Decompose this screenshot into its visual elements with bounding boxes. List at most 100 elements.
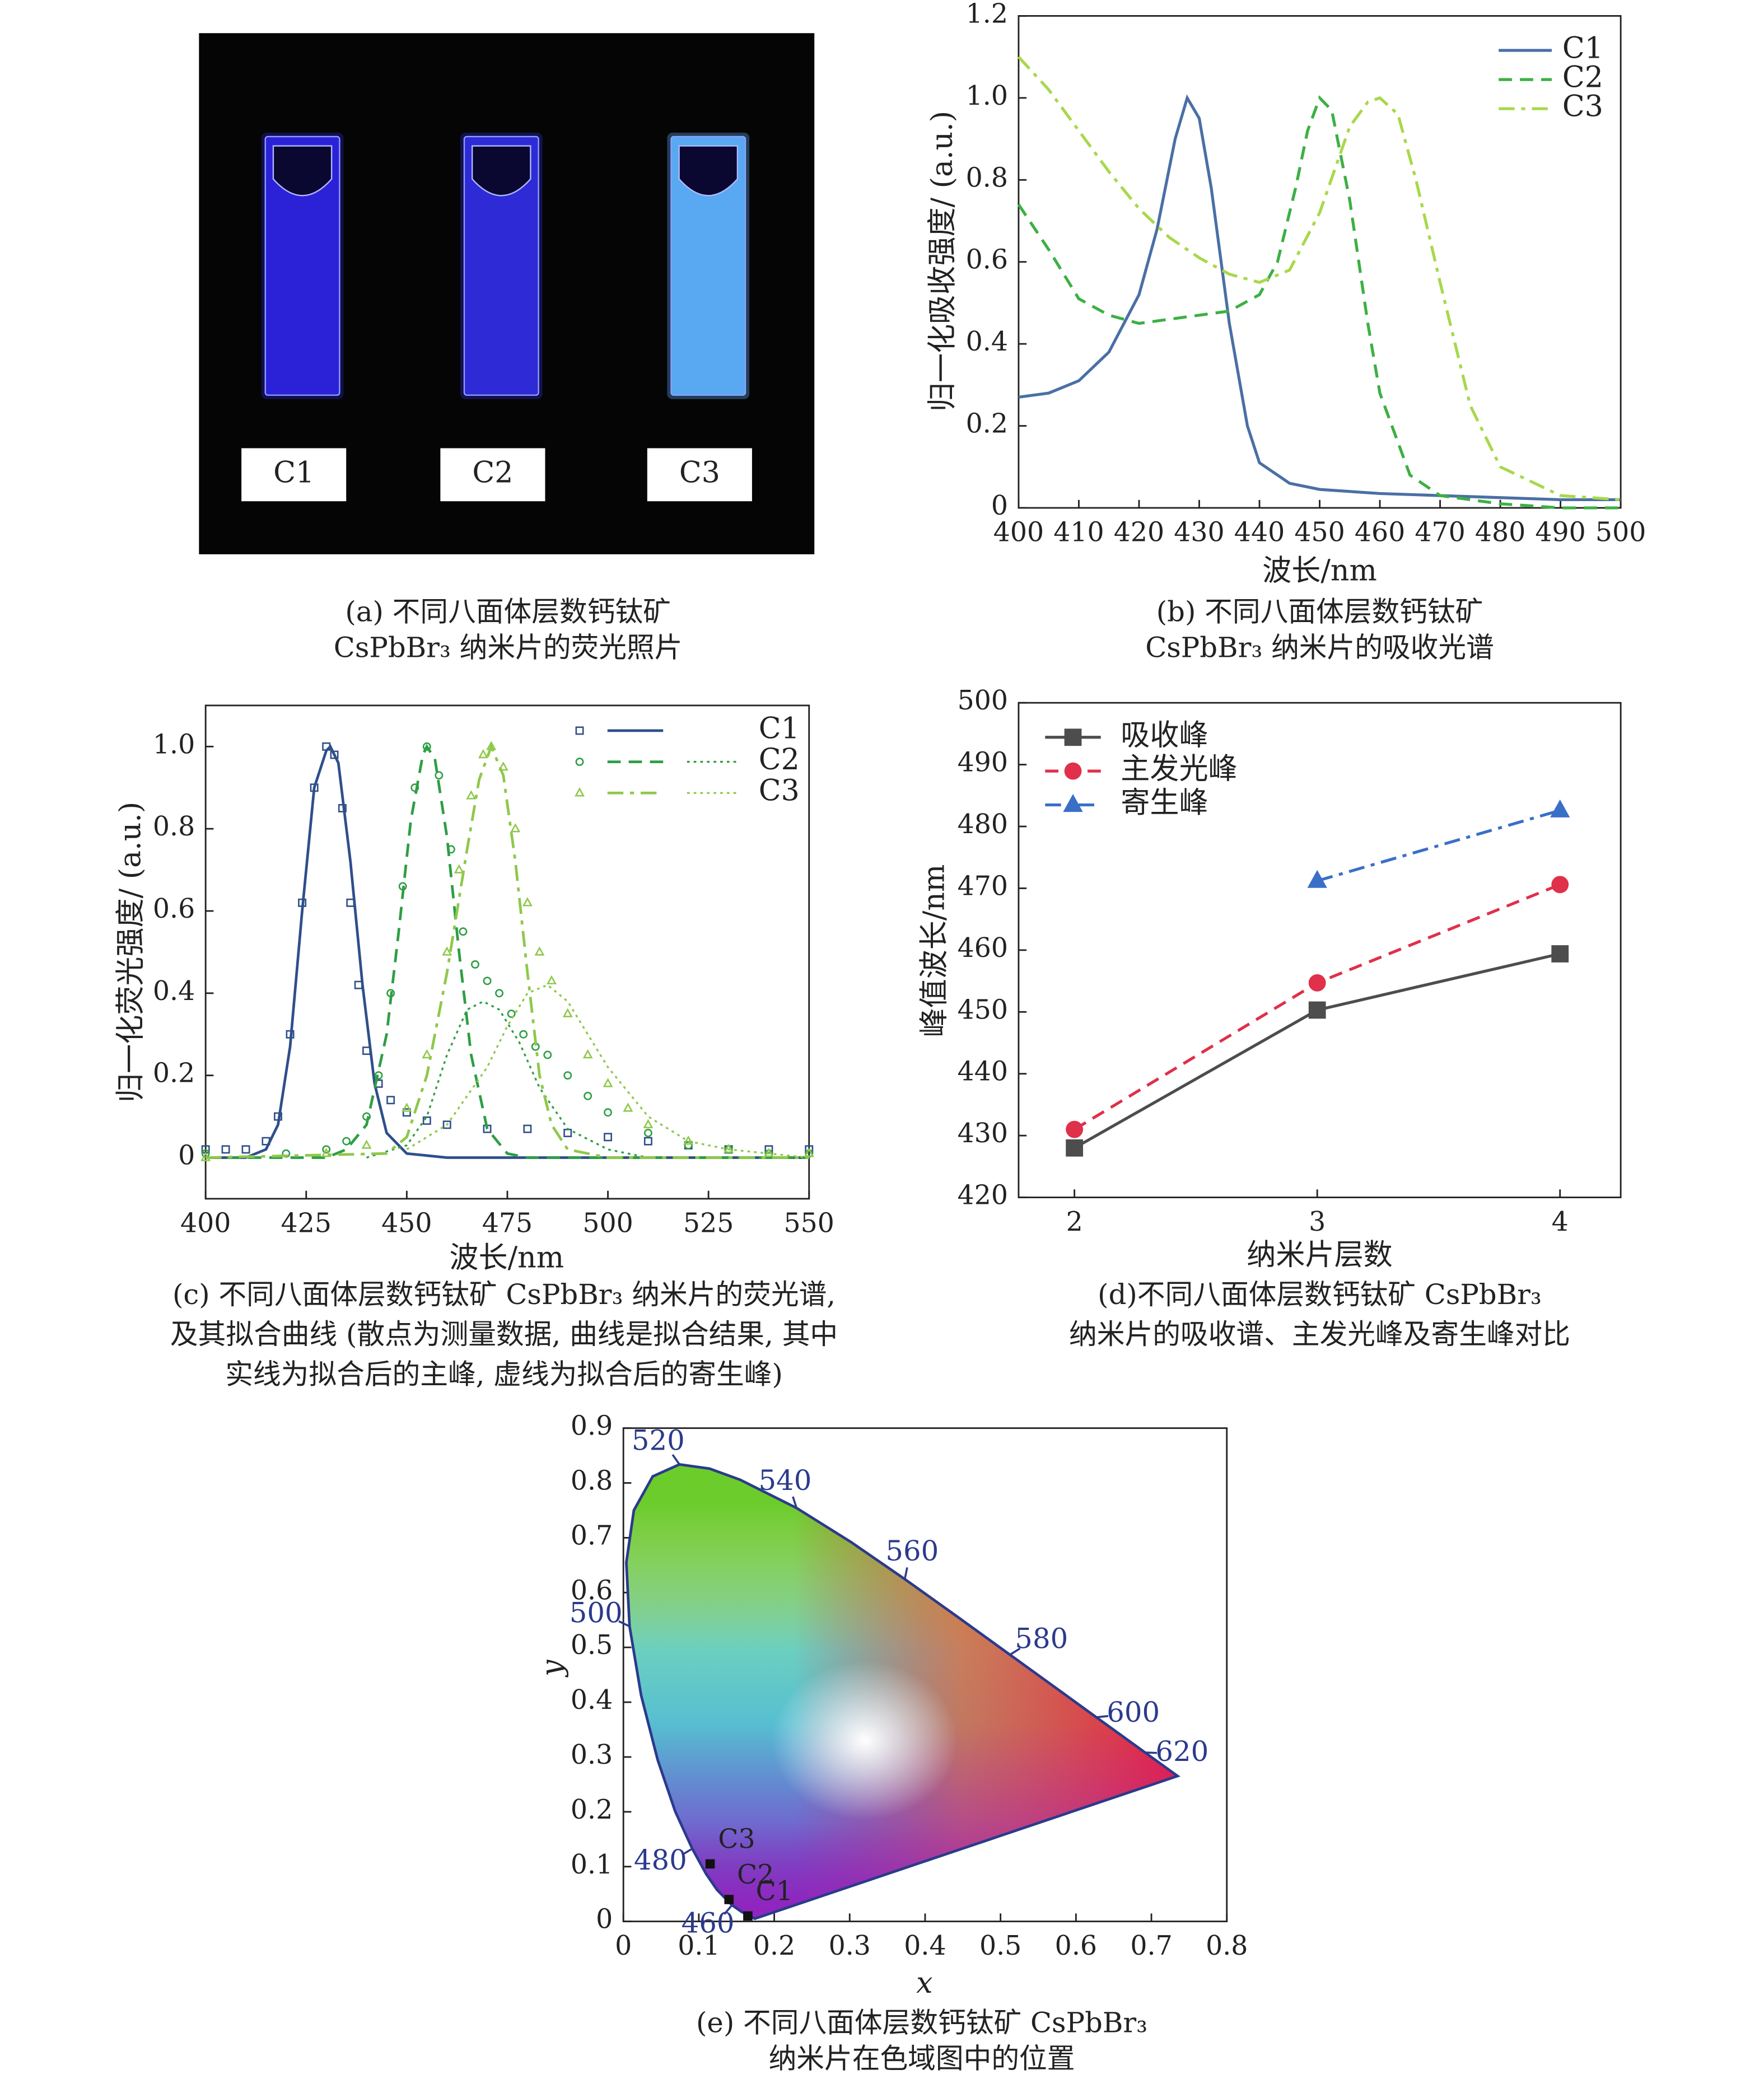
plot-frame [1018,15,1622,509]
y-axis-label: y [536,1660,570,1678]
y-tick-label: 0 [178,1141,195,1171]
marker [604,1108,613,1117]
plot-frame [204,704,810,1200]
x-tick-label: 0.8 [1206,1931,1248,1961]
legend-label: 主发光峰 [1121,753,1237,786]
y-tick-label: 1.0 [153,729,195,760]
series-line [1018,55,1621,502]
caption: (b) 不同八面体层数钙钛矿 [1156,596,1483,628]
legend-marker [1063,794,1083,812]
x-tick-label: 3 [1309,1207,1326,1237]
wavelength-tick [723,1904,733,1915]
wavelength-label: 500 [570,1596,623,1629]
marker [1550,799,1570,817]
marker [683,1136,694,1145]
point-label: C1 [756,1876,793,1907]
marker [563,1129,572,1137]
x-axis-label: x [916,1966,932,2000]
x-tick-label: 425 [281,1208,332,1239]
marker [498,761,508,771]
marker [1066,1120,1084,1138]
caption: 纳米片的吸收谱、主发光峰及寄生峰对比 [1069,1318,1570,1351]
y-axis-label: 归一化荧光强度/ (a.u.) [114,802,147,1102]
y-tick-label: 0.9 [571,1411,613,1442]
wavelength-label: 540 [758,1464,811,1497]
cuvette [264,135,340,396]
spectral-locus [625,1463,1180,1921]
fit-line [206,744,809,1159]
wavelength-tick [903,1567,908,1580]
plot-frame [1018,702,1622,1198]
label-box [440,448,545,502]
caption: (c) 不同八面体层数钙钛矿 CsPbBr₃ 纳米片的荧光谱, [172,1278,836,1311]
caption: 纳米片在色域图中的位置 [769,2042,1075,2074]
color-point [724,1895,734,1904]
y-tick-label: 0.8 [153,811,195,842]
x-tick-label: 480 [1475,517,1525,548]
y-tick-label: 0.8 [966,162,1008,193]
cuvette [670,135,746,396]
marker [547,975,557,985]
legend-label: 寄生峰 [1121,786,1208,820]
marker [643,1119,654,1129]
wavelength-label: 620 [1155,1735,1208,1768]
y-tick-label: 0.3 [571,1740,613,1770]
marker [495,989,504,998]
y-tick-label: 500 [958,685,1008,716]
x-tick-label: 0.6 [1055,1931,1097,1961]
caption: (e) 不同八面体层数钙钛矿 CsPbBr₃ [696,2006,1147,2039]
cuvette [463,135,539,396]
wavelength-label: 460 [682,1907,735,1940]
legend-label: C3 [759,774,800,808]
y-tick-label: 0.6 [966,245,1008,275]
marker [1308,1001,1326,1019]
marker [1551,876,1569,894]
y-tick-label: 0.6 [571,1575,613,1606]
cuvette-label: C1 [273,456,314,489]
x-tick-label: 490 [1535,517,1585,548]
y-tick-label: 440 [958,1057,1008,1087]
y-tick-label: 0.4 [966,326,1008,357]
x-tick-label: 525 [683,1208,734,1239]
wavelength-label: 580 [1015,1622,1068,1655]
marker [361,1139,372,1149]
y-tick-label: 0.2 [571,1795,613,1825]
y-tick-label: 0.8 [571,1466,613,1497]
marker [459,927,468,936]
y-tick-label: 450 [958,994,1008,1025]
marker [402,1108,411,1117]
y-tick-label: 480 [958,809,1008,840]
fit-line [206,742,809,1159]
gamut [626,1464,1178,1919]
marker [604,1133,613,1142]
legend-label: C1 [1562,31,1603,65]
point-label: C3 [718,1824,755,1855]
marker [563,1071,572,1080]
cuvette-meniscus [678,145,739,197]
parasitic-line [406,984,809,1159]
wavelength-tick [1096,1715,1109,1718]
marker [221,1145,230,1154]
marker [442,946,452,956]
legend-marker [575,758,584,767]
marker [684,1141,693,1150]
marker [603,1078,613,1087]
x-tick-label: 450 [1294,517,1345,548]
marker [241,1145,250,1154]
y-tick-label: 1.0 [966,81,1008,111]
color-point [705,1859,715,1869]
wavelength-label: 480 [634,1844,687,1876]
x-tick-label: 0.2 [753,1931,795,1961]
marker [471,960,479,969]
cuvette-meniscus [472,145,531,197]
x-tick-label: 440 [1234,517,1285,548]
y-tick-label: 0.1 [571,1849,613,1880]
marker [410,783,419,792]
marker [805,1145,814,1154]
wavelength-label: 520 [632,1424,685,1457]
x-tick-label: 400 [993,517,1044,548]
x-tick-label: 475 [482,1208,533,1239]
x-tick-label: 470 [1415,517,1465,548]
marker [435,771,444,780]
wavelength-tick [618,1620,630,1628]
